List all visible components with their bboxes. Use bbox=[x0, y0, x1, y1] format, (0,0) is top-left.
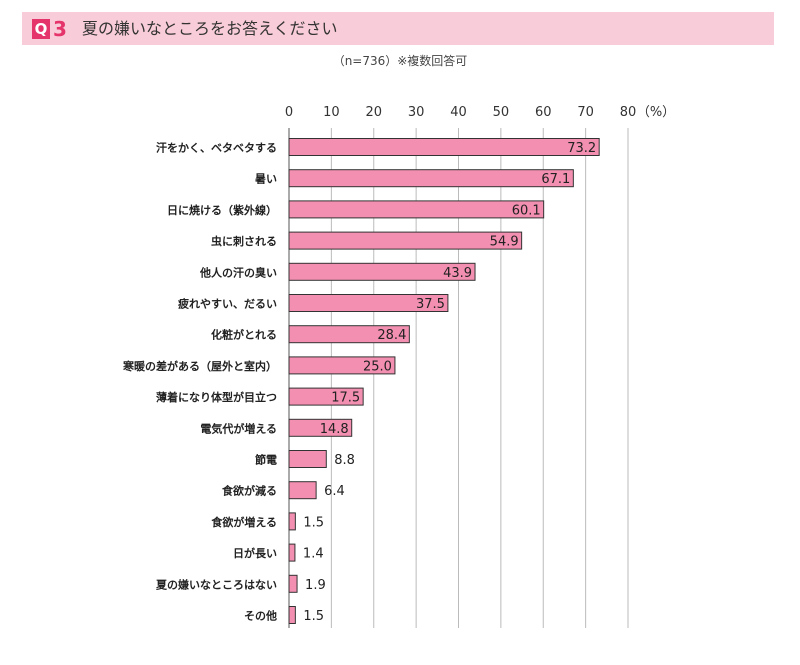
bar bbox=[288, 481, 317, 500]
bar bbox=[288, 294, 449, 312]
x-tick-label: 50 bbox=[493, 105, 510, 120]
bar bbox=[288, 574, 298, 593]
value-label: 8.8 bbox=[334, 453, 355, 468]
bar bbox=[288, 231, 523, 250]
value-label: 1.5 bbox=[303, 515, 324, 530]
x-tick-label: 60 bbox=[535, 105, 552, 120]
value-label: 54.9 bbox=[490, 235, 519, 250]
value-label: 17.5 bbox=[331, 391, 360, 406]
category-label: 日が長い bbox=[233, 546, 277, 560]
value-label: 14.8 bbox=[320, 422, 349, 437]
value-label: 1.9 bbox=[305, 578, 326, 593]
category-label: 薄着になり体型が目立つ bbox=[156, 390, 277, 404]
question-letter: Q bbox=[32, 18, 50, 39]
x-tick-label: 80 bbox=[620, 105, 637, 120]
value-label: 1.5 bbox=[303, 609, 324, 624]
value-label: 67.1 bbox=[541, 172, 570, 187]
category-label: 他人の汗の臭い bbox=[199, 265, 277, 279]
value-label: 43.9 bbox=[443, 266, 472, 281]
question-number: 3 bbox=[53, 16, 67, 41]
bar bbox=[288, 606, 296, 624]
value-label: 6.4 bbox=[324, 484, 345, 499]
question-text: 夏の嫌いなところをお答えください bbox=[82, 19, 338, 38]
bar bbox=[288, 512, 296, 531]
bar bbox=[288, 356, 396, 375]
bar bbox=[288, 543, 296, 562]
category-label: 虫に刺される bbox=[211, 234, 277, 248]
category-label: 日に焼ける（紫外線） bbox=[167, 203, 277, 217]
category-label: 寒暖の差がある（屋外と室内） bbox=[122, 359, 277, 373]
value-label: 1.4 bbox=[303, 547, 324, 562]
question-badge: Q 3 bbox=[32, 16, 67, 41]
category-label: その他 bbox=[244, 609, 277, 623]
category-label: 食欲が増える bbox=[211, 515, 277, 529]
x-tick-label: 0 bbox=[285, 105, 293, 120]
category-label: 疲れやすい、だるい bbox=[178, 297, 277, 311]
question-header: Q 3 夏の嫌いなところをお答えください bbox=[22, 12, 774, 45]
value-label: 37.5 bbox=[416, 297, 445, 312]
bar bbox=[288, 200, 545, 219]
unit-label: （%） bbox=[637, 105, 675, 120]
x-tick-label: 30 bbox=[408, 105, 425, 120]
x-tick-label: 70 bbox=[577, 105, 594, 120]
category-label: 汗をかく、ベタベタする bbox=[156, 142, 277, 155]
value-label: 60.1 bbox=[512, 203, 541, 218]
category-label: 化粧がとれる bbox=[211, 328, 277, 342]
bar bbox=[288, 169, 574, 188]
bar bbox=[288, 325, 410, 344]
x-tick-label: 40 bbox=[450, 105, 467, 120]
bar bbox=[288, 450, 327, 468]
x-tick-label: 20 bbox=[365, 105, 382, 120]
value-label: 25.0 bbox=[363, 359, 392, 374]
x-tick-label: 10 bbox=[323, 105, 340, 120]
bar bbox=[288, 418, 353, 437]
value-label: 28.4 bbox=[377, 328, 406, 343]
category-label: 暑い bbox=[255, 173, 277, 186]
category-label: 電気代が増える bbox=[200, 421, 277, 435]
bar bbox=[288, 387, 364, 406]
category-label: 夏の嫌いなところはない bbox=[156, 577, 277, 591]
bar bbox=[288, 262, 476, 281]
bar bbox=[288, 138, 600, 156]
sample-note: （n=736）※複数回答可 bbox=[332, 54, 468, 68]
category-label: 食欲が減る bbox=[222, 484, 277, 498]
category-label: 節電 bbox=[255, 453, 277, 467]
value-label: 73.2 bbox=[567, 141, 596, 156]
